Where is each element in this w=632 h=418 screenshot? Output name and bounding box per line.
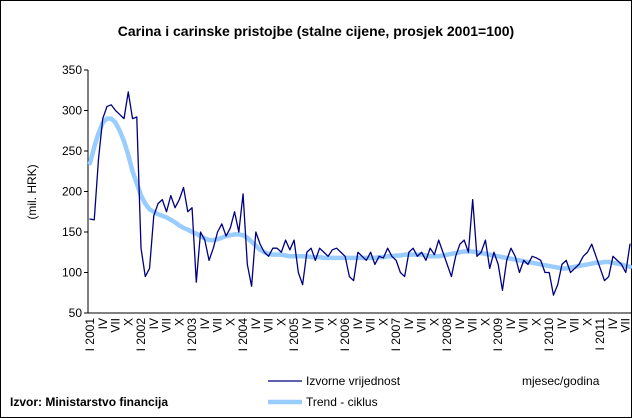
y-tick-label: 150 — [62, 225, 82, 239]
x-tick-label: VII — [466, 318, 480, 333]
x-axis-label: mjesec/godina — [522, 374, 600, 388]
y-tick-label: 200 — [62, 185, 82, 199]
x-tick-label: IV — [555, 318, 569, 329]
x-tick-label: I 2001 — [83, 318, 97, 352]
x-tick-label: IV — [402, 318, 416, 329]
series-line — [89, 91, 631, 296]
x-tick-label: X — [325, 318, 339, 326]
x-tick-label: VII — [619, 318, 632, 333]
x-tick-label: I 2002 — [134, 318, 148, 352]
x-tick-label: X — [529, 318, 543, 326]
x-tick-label: VII — [262, 318, 276, 333]
x-tick-label: I 2006 — [338, 318, 352, 352]
x-tick-label: X — [121, 318, 135, 326]
y-axis-label: (mil. HRK) — [25, 164, 39, 219]
x-tick-label: I 2011 — [593, 318, 607, 351]
x-tick-label: VII — [364, 318, 378, 333]
x-tick-label: IV — [96, 318, 110, 329]
x-tick-label: I 2007 — [389, 318, 403, 352]
x-tick-label: X — [427, 318, 441, 326]
x-tick-label: I 2004 — [236, 318, 250, 352]
x-tick-label: X — [274, 318, 288, 326]
x-tick-label: IV — [147, 318, 161, 329]
x-tick-label: I 2003 — [185, 318, 199, 352]
x-tick-label: VII — [211, 318, 225, 333]
x-tick-label: VII — [568, 318, 582, 333]
legend-label: Izvorne vrijednost — [306, 374, 401, 388]
x-tick-label: VII — [517, 318, 531, 333]
x-tick-label: X — [223, 318, 237, 326]
x-tick-label: X — [580, 318, 594, 326]
y-tick-label: 350 — [62, 63, 82, 77]
series-line — [87, 116, 632, 271]
x-tick-label: X — [376, 318, 390, 326]
x-tick-label: IV — [606, 318, 620, 329]
x-tick-label: IV — [249, 318, 263, 329]
x-tick-label: VII — [313, 318, 327, 333]
x-tick-label: IV — [453, 318, 467, 329]
y-tick-label: 50 — [69, 306, 83, 320]
x-tick-label: IV — [198, 318, 212, 329]
y-tick-label: 100 — [62, 266, 82, 280]
x-tick-label: VII — [109, 318, 123, 333]
x-tick-label: IV — [504, 318, 518, 329]
source: Izvor: Ministarstvo financija — [10, 395, 168, 409]
x-tick-label: I 2005 — [287, 318, 301, 352]
x-tick-label: VII — [160, 318, 174, 333]
y-tick-label: 250 — [62, 144, 82, 158]
y-tick-label: 300 — [62, 104, 82, 118]
x-tick-label: VII — [415, 318, 429, 333]
chart-title: Carina i carinske pristojbe (stalne cije… — [117, 23, 515, 39]
x-tick-label: IV — [351, 318, 365, 329]
x-tick-label: I 2010 — [542, 318, 556, 352]
x-tick-label: IV — [300, 318, 314, 329]
x-tick-label: I 2008 — [440, 318, 454, 352]
x-tick-label: X — [478, 318, 492, 326]
x-tick-label: I 2009 — [491, 318, 505, 352]
legend-label: Trend - ciklus — [306, 395, 378, 409]
x-tick-label: X — [172, 318, 186, 326]
